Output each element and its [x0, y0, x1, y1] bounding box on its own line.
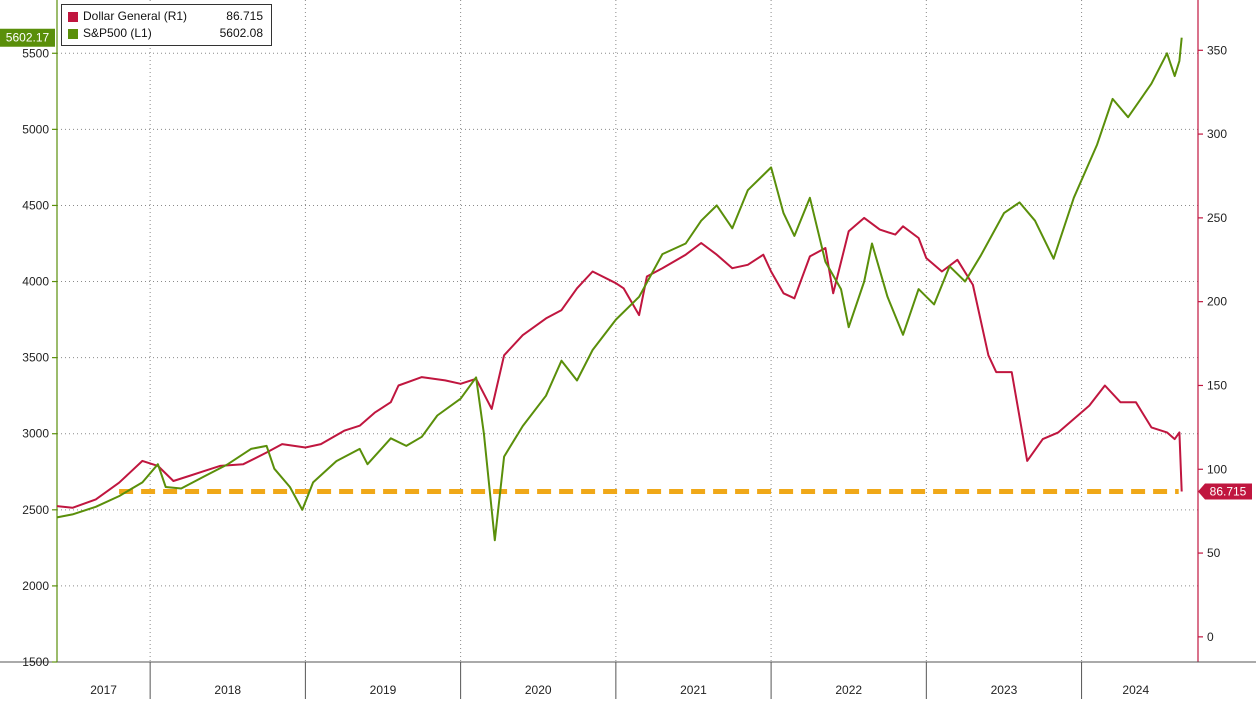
x-tick-label: 2019 [370, 683, 397, 697]
dollar-general-last-value-badge [1198, 483, 1252, 500]
left-tick-label: 4000 [22, 275, 49, 289]
legend-label-sp500: S&P500 (L1) [83, 26, 152, 40]
x-tick-label: 2022 [835, 683, 862, 697]
legend: Dollar General (R1) 86.715 S&P500 (L1) 5… [61, 4, 272, 46]
left-tick-label: 4500 [22, 198, 49, 212]
legend-entry-dollar-general: Dollar General (R1) 86.715 [68, 8, 263, 25]
legend-swatch-dollar-general [68, 11, 78, 22]
sp500-last-value-label: 5602.17 [6, 31, 50, 45]
right-tick-label: 350 [1207, 43, 1227, 57]
left-tick-label: 1500 [22, 655, 49, 669]
left-tick-label: 5500 [22, 46, 49, 60]
right-tick-label: 250 [1207, 211, 1227, 225]
right-tick-label: 300 [1207, 127, 1227, 141]
dollar-general-last-value-label: 86.715 [1210, 485, 1247, 499]
right-tick-label: 150 [1207, 378, 1227, 392]
legend-entry-sp500: S&P500 (L1) 5602.08 [68, 25, 263, 42]
legend-value-sp500: 5602.08 [219, 26, 263, 40]
legend-swatch-sp500 [68, 28, 78, 39]
x-tick-label: 2021 [680, 683, 707, 697]
legend-label-dollar-general: Dollar General (R1) [83, 9, 188, 23]
x-tick-label: 2017 [90, 683, 117, 697]
series-line-dollar-general [56, 216, 1183, 509]
left-tick-label: 2000 [22, 579, 49, 593]
legend-value-dollar-general: 86.715 [226, 9, 263, 23]
right-tick-label: 50 [1207, 546, 1221, 560]
x-tick-label: 2024 [1122, 683, 1149, 697]
right-tick-label: 100 [1207, 462, 1227, 476]
left-tick-label: 2500 [22, 503, 49, 517]
x-tick-label: 2023 [991, 683, 1018, 697]
right-tick-label: 200 [1207, 295, 1227, 309]
x-tick-label: 2018 [214, 683, 241, 697]
x-tick-label: 2020 [525, 683, 552, 697]
left-tick-label: 5000 [22, 122, 49, 136]
sp500-last-value-badge [0, 28, 55, 47]
right-tick-label: 0 [1207, 630, 1214, 644]
series-line-sp500 [56, 37, 1183, 542]
left-tick-label: 3000 [22, 427, 49, 441]
left-tick-label: 3500 [22, 351, 49, 365]
